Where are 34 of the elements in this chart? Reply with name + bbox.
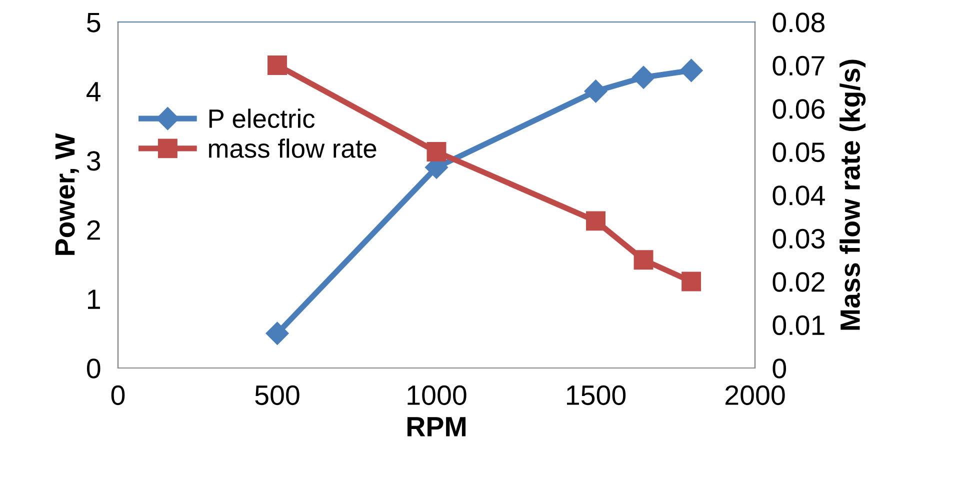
y-tick-label: 2 bbox=[87, 220, 100, 240]
y-axis-title: Power, W bbox=[55, 133, 79, 255]
point bbox=[680, 58, 703, 82]
y2-tick-label: 0.04 bbox=[772, 186, 825, 206]
point bbox=[682, 272, 702, 292]
point bbox=[266, 322, 289, 345]
x-tick-label: 1500 bbox=[566, 385, 626, 406]
y2-tick-label: 0.05 bbox=[772, 142, 825, 162]
y-tick-label: 0 bbox=[86, 358, 100, 378]
y2-tick-label: 0.03 bbox=[772, 228, 825, 249]
point bbox=[634, 250, 654, 270]
x-tick-label: 0 bbox=[111, 385, 125, 406]
x-axis-title: RPM bbox=[407, 417, 466, 436]
y2-axis-title: Mass flow rate (kg/s) bbox=[840, 60, 866, 330]
x-tick-label: 1000 bbox=[408, 385, 466, 406]
y-tick-label: 5 bbox=[86, 12, 100, 32]
y-tick-label: 1 bbox=[88, 290, 100, 309]
point bbox=[268, 56, 287, 75]
legend-label: mass flow rate bbox=[209, 138, 376, 158]
y2-tick-label: 0.07 bbox=[772, 56, 824, 76]
y2-tick-label: 0.01 bbox=[772, 315, 824, 336]
x-tick-label: 500 bbox=[255, 385, 300, 406]
point bbox=[584, 80, 608, 103]
legend-label: P electric bbox=[209, 108, 315, 128]
y2-tick-label: 0.02 bbox=[772, 272, 824, 292]
y2-tick-label: 0.06 bbox=[772, 99, 825, 119]
y2-tick-label: 0 bbox=[772, 358, 786, 378]
y-tick-label: 4 bbox=[86, 82, 101, 102]
x-tick-label: 2000 bbox=[726, 385, 785, 406]
point bbox=[586, 211, 606, 231]
y-tick-label: 3 bbox=[86, 151, 100, 171]
point bbox=[632, 66, 656, 89]
y2-tick-label: 0.08 bbox=[772, 12, 825, 32]
point bbox=[426, 142, 446, 162]
